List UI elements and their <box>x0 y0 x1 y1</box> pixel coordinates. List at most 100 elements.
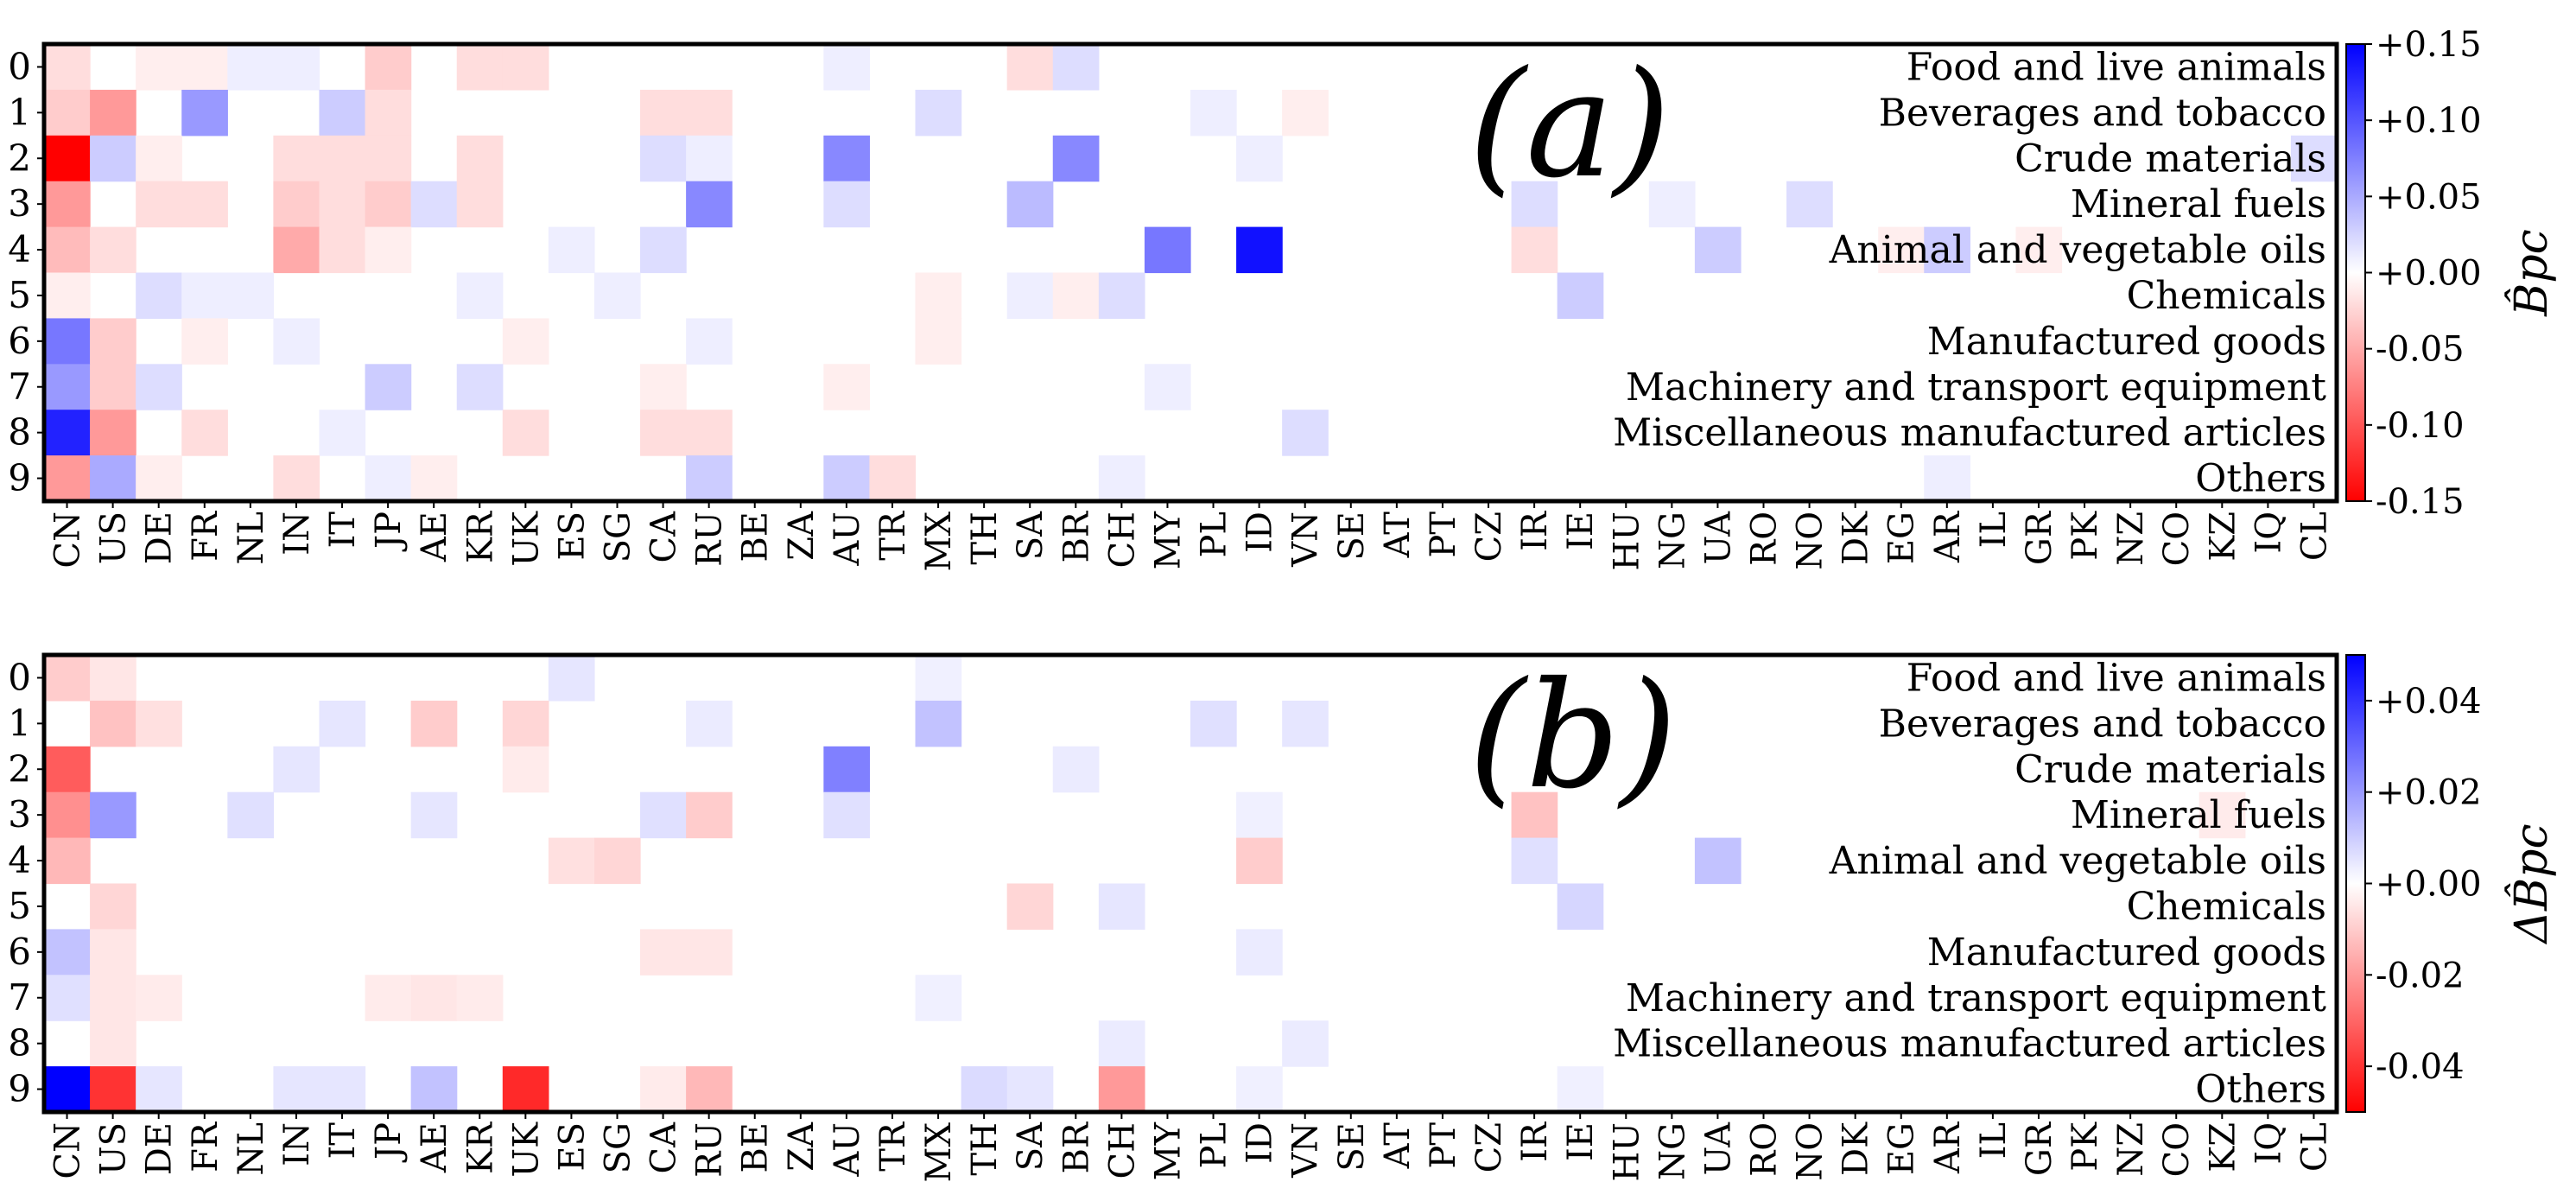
heatmap-cell <box>915 975 962 1021</box>
heatmap-cell <box>227 272 274 319</box>
heatmap-cell <box>640 226 687 274</box>
heatmap-cell <box>273 181 320 228</box>
country-tick-label: IR <box>1515 510 1555 551</box>
country-tick-label: PL <box>1195 512 1234 557</box>
heatmap-cell <box>273 135 320 182</box>
heatmap-cell <box>1694 226 1742 274</box>
heatmap-cell <box>44 89 91 137</box>
heatmap-cell <box>1282 1020 1329 1067</box>
row-tick-label: 0 <box>8 45 31 87</box>
category-label: Miscellaneous manufactured articles <box>1613 411 2326 455</box>
heatmap-cell <box>686 135 733 182</box>
country-tick-label: FR <box>186 510 225 562</box>
heatmap-cell <box>44 455 91 502</box>
row-tick-label: 1 <box>8 702 31 744</box>
row-tick-label: 1 <box>8 91 31 133</box>
colorbar-label: B̂pc <box>2505 229 2558 317</box>
colorbar-tick-label: -0.10 <box>2376 406 2465 446</box>
country-tick-label: IN <box>277 1122 317 1166</box>
colorbar <box>2345 654 2366 1113</box>
row-tick-label: 5 <box>8 274 31 316</box>
heatmap-cell <box>1557 883 1604 930</box>
country-tick-label: IL <box>1974 1122 2014 1159</box>
country-tick-label: DK <box>1837 511 1876 565</box>
heatmap-cell <box>1282 410 1329 456</box>
heatmap-cell <box>365 181 412 228</box>
heatmap-cell <box>410 1066 458 1113</box>
heatmap-cell <box>365 975 412 1021</box>
country-tick-label: PT <box>1424 512 1463 558</box>
panel-label: (a) <box>1469 40 1671 211</box>
country-tick-label: ZA <box>782 511 822 561</box>
country-tick-label: TR <box>873 510 913 561</box>
heatmap-frame <box>41 41 2339 504</box>
country-tick-label: DK <box>1837 1122 1876 1176</box>
country-tick-label: KR <box>460 1121 500 1174</box>
country-tick-label: NG <box>1653 1122 1692 1180</box>
heatmap-cell <box>319 700 366 747</box>
heatmap-cell <box>1052 135 1100 182</box>
category-label: Chemicals <box>2127 274 2326 318</box>
country-tick-label: AR <box>1928 1121 1968 1174</box>
country-tick-label: IR <box>1515 1121 1555 1162</box>
colorbar-tick-label: +0.00 <box>2376 254 2482 294</box>
country-tick-label: MX <box>919 1122 959 1182</box>
heatmap-cell <box>1006 181 1054 228</box>
heatmap-cell <box>410 455 458 502</box>
heatmap-cell <box>686 791 733 839</box>
heatmap-cell <box>44 226 91 274</box>
heatmap-cell <box>90 89 136 137</box>
heatmap-cell <box>1557 1066 1604 1113</box>
heatmap-cell <box>1052 272 1100 319</box>
heatmap-cell <box>1098 883 1145 930</box>
heatmap-cell <box>1006 272 1054 319</box>
heatmap-cell <box>1052 44 1100 91</box>
heatmap-cell <box>456 135 504 182</box>
heatmap-cell <box>365 226 412 274</box>
heatmap-cell <box>1098 1020 1145 1067</box>
heatmap-cell <box>1190 89 1237 137</box>
country-tick-label: MX <box>919 511 959 571</box>
country-tick-label: NZ <box>2111 1122 2151 1177</box>
heatmap-cell <box>1282 89 1329 137</box>
colorbar-tick-label: -0.15 <box>2376 482 2465 522</box>
heatmap-cell <box>548 226 595 274</box>
row-tick-label: 8 <box>8 1022 31 1064</box>
country-tick-label: NG <box>1653 512 1692 569</box>
heatmap-cell <box>1511 837 1558 885</box>
heatmap-cell <box>410 791 458 839</box>
country-tick-label: AR <box>1928 510 1968 563</box>
heatmap-cell <box>44 655 91 702</box>
country-tick-label: IQ <box>2249 1122 2288 1165</box>
heatmap-cell <box>90 883 136 930</box>
country-tick-label: SA <box>1011 511 1050 560</box>
category-label: Mineral fuels <box>2071 182 2326 226</box>
heatmap-cell <box>593 272 641 319</box>
heatmap-cell <box>1144 364 1191 410</box>
country-tick-label: SE <box>1332 1122 1372 1172</box>
heatmap-cell <box>1236 226 1283 274</box>
heatmap-cell <box>44 364 91 410</box>
row-tick-label: 6 <box>8 931 31 973</box>
heatmap-cell <box>44 929 91 975</box>
heatmap-cell <box>273 455 320 502</box>
heatmap-cell <box>640 135 687 182</box>
country-tick-label: KZ <box>2203 1122 2243 1172</box>
heatmap-cell <box>1236 791 1283 839</box>
country-tick-label: AU <box>828 1122 867 1178</box>
row-tick-label: 4 <box>8 228 31 270</box>
heatmap-cell <box>1236 837 1283 885</box>
country-tick-label: NL <box>232 1122 271 1176</box>
heatmap-cell <box>502 746 549 793</box>
heatmap-cell <box>1098 1066 1145 1113</box>
country-tick-label: ZA <box>782 1122 822 1172</box>
country-tick-label: TR <box>873 1121 913 1172</box>
heatmap-cell <box>44 410 91 456</box>
heatmap-cell <box>273 44 320 91</box>
heatmap-cell <box>273 1066 320 1113</box>
heatmap-cell <box>90 455 136 502</box>
country-tick-label: CH <box>1102 1122 1142 1179</box>
heatmap-cell <box>1511 181 1558 228</box>
